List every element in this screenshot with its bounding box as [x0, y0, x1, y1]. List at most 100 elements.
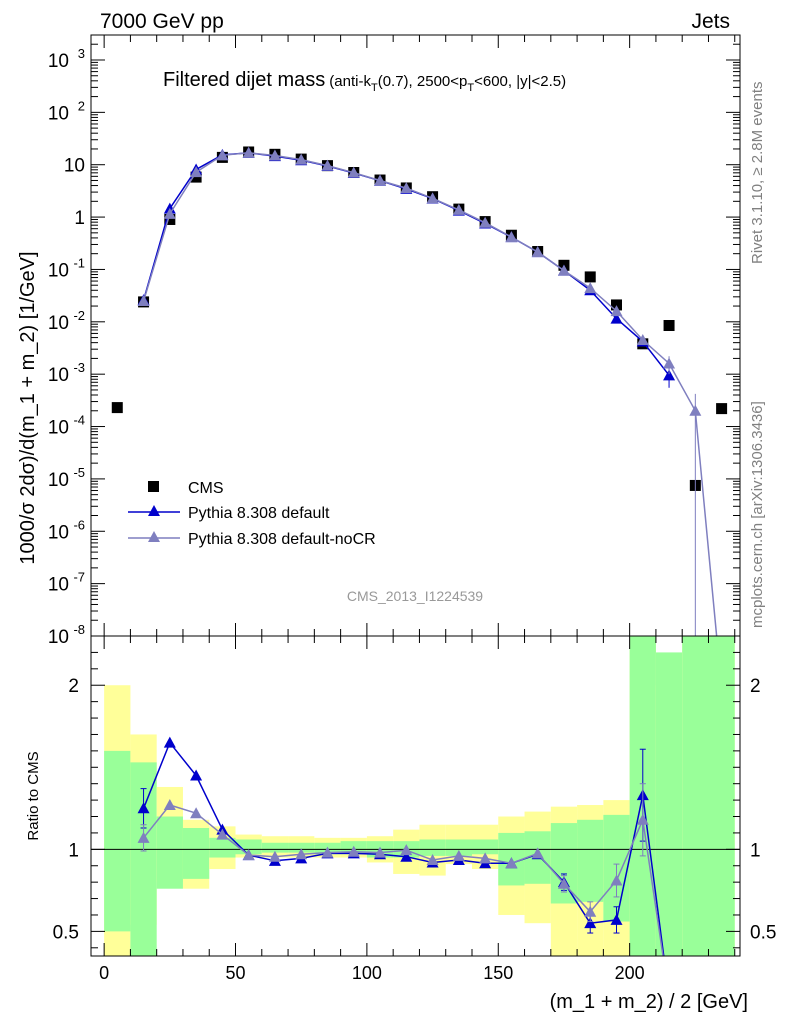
y-tick-label-exponent: -8	[73, 622, 85, 637]
series-marker-nocr	[242, 146, 255, 158]
cms-data-point	[663, 320, 675, 332]
green-band-bin	[445, 839, 472, 856]
main-ylabel: 1000/σ 2dσ)/d(m_1 + m_2) [1/GeV]	[17, 251, 39, 564]
ratio-marker-nocr	[531, 847, 544, 859]
ratio-marker-nocr	[610, 874, 623, 886]
ratio-marker-nocr	[347, 845, 360, 857]
ratio-marker-nocr	[374, 846, 387, 858]
legend-entry-default: Pythia 8.308 default	[188, 505, 330, 522]
series-marker-nocr	[137, 294, 150, 306]
series-marker-nocr	[163, 207, 176, 219]
series-marker-nocr	[479, 216, 492, 228]
ratio-marker-nocr	[452, 849, 465, 861]
y-tick-label: 10	[48, 51, 69, 72]
cms-data-point	[111, 402, 123, 414]
ratio-marker-nocr	[295, 848, 308, 860]
ratio-marker-nocr	[636, 813, 649, 825]
ratio-y-tick-label: 2	[68, 676, 79, 697]
cms-data-point	[164, 213, 176, 225]
ratio-marker-nocr	[190, 807, 203, 819]
green-band-bin	[471, 839, 499, 855]
x-axis-label: (m_1 + m_2) / 2 [GeV]	[550, 991, 748, 1013]
series-marker-nocr	[190, 166, 203, 178]
y-tick-label: 10	[48, 103, 69, 124]
ratio-y-tick-label-right: 0.5	[750, 922, 776, 943]
ratio-marker-nocr	[137, 831, 150, 843]
green-band-bin	[577, 819, 604, 902]
ratio-marker-nocr	[268, 850, 281, 862]
series-line-nocr	[142, 152, 718, 636]
y-tick-label: 10	[48, 365, 69, 386]
y-tick-label-exponent: 2	[78, 98, 85, 113]
series-marker-default	[663, 369, 676, 381]
series-marker-nocr	[268, 149, 281, 161]
y-tick-label: 10	[48, 260, 69, 281]
x-tick-label: 200	[615, 963, 645, 983]
series-marker-nocr	[505, 231, 518, 243]
ratio-marker-default	[584, 917, 597, 929]
legend-marker-default	[148, 505, 160, 516]
ratio-panel-marks	[91, 736, 740, 956]
green-band-bin	[682, 636, 735, 956]
y-tick-label-exponent: -5	[73, 465, 85, 480]
ratio-marker-default	[400, 850, 413, 862]
y-tick-label: 10	[48, 313, 69, 334]
ratio-panel-frame	[90, 635, 741, 957]
ratio-marker-nocr	[505, 857, 518, 869]
y-tick-label-exponent: 3	[78, 46, 85, 61]
series-marker-nocr	[374, 174, 387, 186]
header-left: 7000 GeV pp	[100, 10, 224, 33]
chart-watermark: CMS_2013_I1224539	[347, 588, 483, 604]
green-band-bin	[104, 750, 131, 932]
series-marker-nocr	[426, 192, 439, 204]
series-marker-nocr	[452, 203, 465, 215]
green-band-bin	[655, 652, 683, 956]
y-tick-label: 1	[74, 208, 85, 229]
series-marker-default	[610, 312, 623, 324]
ratio-marker-nocr	[242, 849, 255, 861]
series-marker-nocr	[400, 182, 413, 194]
ratio-uncertainty-bands	[104, 636, 735, 956]
y-tick-label: 10	[64, 156, 85, 177]
ratio-marker-nocr	[163, 799, 176, 811]
y-tick-label: 10	[48, 418, 69, 439]
axes: 0 50 100 150 200 10 -8 10 -7 10 -6 10 -5 10 -4 10 -3 10 -2…	[48, 34, 776, 983]
ratio-marker-nocr	[557, 877, 570, 889]
y-tick-label-exponent: -4	[73, 413, 85, 428]
cms-data-point	[584, 271, 596, 283]
header-right: Jets	[691, 10, 730, 33]
y-tick-label-exponent: -7	[73, 570, 85, 585]
series-marker-nocr	[610, 305, 623, 317]
ratio-marker-default	[190, 769, 203, 781]
ratio-y-tick-label: 0.5	[53, 922, 79, 943]
x-tick-label: 150	[483, 963, 513, 983]
y-tick-label-exponent: -3	[73, 360, 85, 375]
ratio-marker-default	[163, 736, 176, 748]
green-band-bin	[182, 828, 210, 879]
ratio-y-tick-label-right: 2	[750, 676, 761, 697]
series-marker-nocr	[557, 264, 570, 276]
y-tick-label-exponent: -6	[73, 517, 85, 532]
y-tick-label: 10	[48, 522, 69, 543]
ratio-y-tick-label: 1	[68, 840, 79, 861]
legend-entry-cms: CMS	[188, 480, 224, 497]
legend-marker-cms	[148, 481, 159, 492]
y-tick-label: 10	[48, 627, 69, 648]
ratio-marker-nocr	[321, 846, 334, 858]
ratio-ylabel: Ratio to CMS	[25, 751, 42, 840]
series-marker-nocr	[636, 333, 649, 345]
ratio-marker-default	[610, 913, 623, 925]
y-tick-label: 10	[48, 575, 69, 596]
series-marker-nocr	[216, 149, 229, 161]
series-marker-nocr	[689, 404, 702, 416]
chart-title: Filtered dijet mass (anti-kT(0.7), 2500<p…	[163, 69, 566, 94]
main-panel-marks	[111, 146, 728, 636]
ratio-marker-nocr	[426, 854, 439, 865]
green-band-bin	[288, 842, 315, 853]
ratio-marker-nocr	[400, 844, 413, 856]
green-band-bin	[209, 837, 236, 858]
ratio-marker-default	[137, 802, 150, 814]
series-marker-nocr	[347, 166, 360, 178]
series-marker-nocr	[321, 159, 334, 171]
